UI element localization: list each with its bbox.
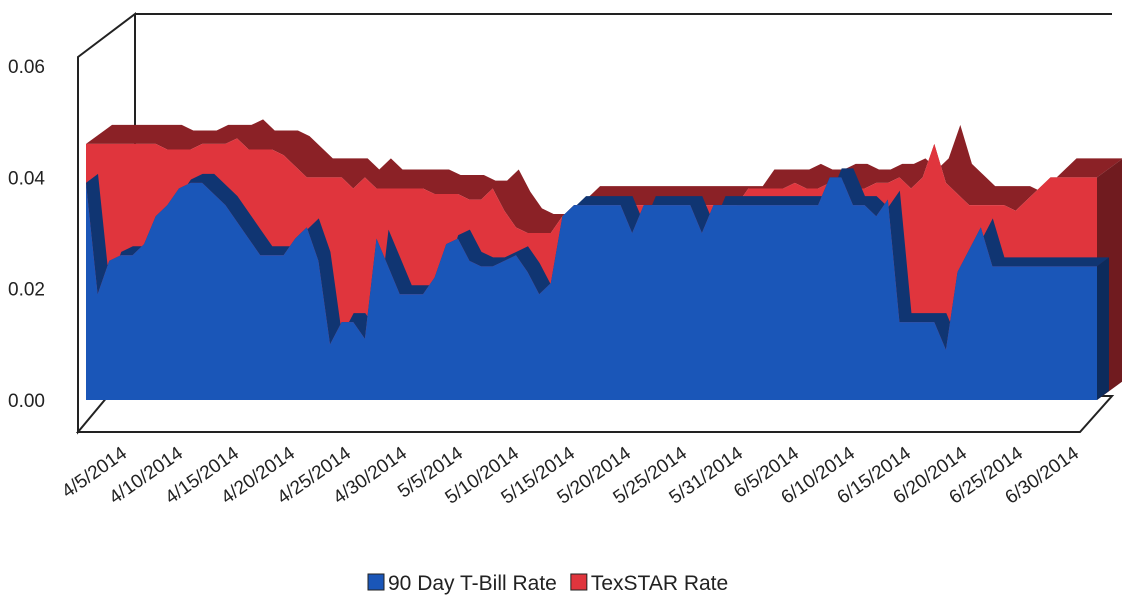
- series-side-face: [1097, 257, 1109, 400]
- legend-label: TexSTAR Rate: [591, 572, 728, 595]
- series-area: [86, 177, 1097, 400]
- y-tick-label: 0.06: [8, 57, 45, 78]
- x-axis-ticks: 4/5/20144/10/20144/15/20144/20/20144/25/…: [58, 443, 1083, 509]
- legend: 90 Day T-Bill Rate TexSTAR Rate: [367, 572, 728, 595]
- series-depth-face: [86, 119, 1122, 233]
- y-tick-label: 0.04: [8, 168, 45, 189]
- legend-swatch: [367, 573, 385, 591]
- y-axis-ticks: 0.00 0.02 0.04 0.06: [8, 57, 45, 412]
- legend-label: 90 Day T-Bill Rate: [388, 572, 557, 595]
- series-depth-face: [86, 168, 1109, 350]
- legend-swatch: [570, 573, 588, 591]
- plot-areas: [86, 119, 1122, 400]
- y-tick-label: 0.02: [8, 280, 45, 301]
- floor: [75, 395, 1115, 433]
- y-tick-label: 0.00: [8, 391, 45, 412]
